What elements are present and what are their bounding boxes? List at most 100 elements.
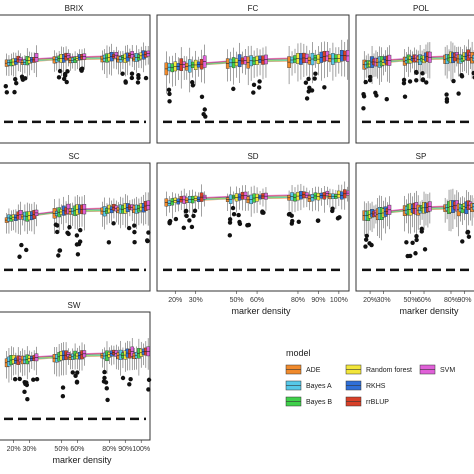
panel-title: FC xyxy=(248,4,259,13)
x-tick-label: 100% xyxy=(330,297,348,304)
x-tick-label: 30% xyxy=(189,297,203,304)
legend-title: model xyxy=(286,348,311,358)
outlier-point xyxy=(307,85,312,90)
outlier-point xyxy=(181,225,187,231)
outlier-point xyxy=(407,79,413,84)
outlier-point xyxy=(303,80,309,85)
outlier-point xyxy=(191,213,196,219)
outlier-point xyxy=(74,379,80,384)
x-tick-label: 60% xyxy=(70,446,84,453)
outlier-point xyxy=(363,79,368,85)
outlier-point xyxy=(120,375,126,381)
outlier-point xyxy=(361,106,366,111)
x-tick-label: 20% xyxy=(7,446,21,453)
legend-item-svm: SVM xyxy=(419,364,455,375)
x-tick-label: 20% xyxy=(168,297,182,304)
outlier-point xyxy=(64,79,69,85)
outlier-point xyxy=(60,385,66,390)
outlier-point xyxy=(410,240,415,245)
x-tick-label: 60% xyxy=(250,297,264,304)
x-tick-label: 90% xyxy=(311,297,325,304)
outlier-point xyxy=(404,240,409,245)
outlier-point xyxy=(199,94,205,99)
outlier-point xyxy=(414,234,419,239)
x-tick-label: 90% xyxy=(118,446,132,453)
outlier-point xyxy=(306,76,311,82)
outlier-point xyxy=(76,241,82,247)
outlier-point xyxy=(309,88,315,93)
x-tick-label: 80% xyxy=(291,297,305,304)
outlier-point xyxy=(260,209,265,214)
outlier-point xyxy=(111,221,116,226)
outlier-point xyxy=(236,212,241,218)
outlier-point xyxy=(56,75,62,80)
panel-brix: BRIX xyxy=(0,4,151,144)
panel-sp: SP 20% 30% 50% 60% 80% 90% marker density xyxy=(355,152,474,316)
outlier-point xyxy=(231,86,236,92)
x-tick-label: 60% xyxy=(417,297,431,304)
outlier-point xyxy=(227,220,233,225)
outlier-point xyxy=(401,77,407,83)
legend-label: RKHS xyxy=(366,383,386,390)
outlier-point xyxy=(127,382,132,387)
outlier-point xyxy=(12,89,17,95)
outlier-point xyxy=(24,247,29,253)
outlier-point xyxy=(424,80,429,85)
legend-item-ade: ADE xyxy=(285,364,321,375)
outlier-point xyxy=(201,111,206,117)
outlier-point xyxy=(459,74,465,79)
outlier-point xyxy=(23,76,28,81)
x-tick-label: 50% xyxy=(404,297,418,304)
legend-item-rkhs: RKHS xyxy=(345,380,386,391)
outlier-point xyxy=(136,73,141,78)
outlier-point xyxy=(471,70,474,76)
outlier-point xyxy=(227,233,233,238)
outlier-point xyxy=(126,225,132,231)
outlier-point xyxy=(444,97,450,102)
outlier-point xyxy=(146,230,151,235)
outlier-point xyxy=(34,377,40,382)
outlier-point xyxy=(67,225,72,230)
outlier-point xyxy=(251,82,257,88)
x-tick-label: 80% xyxy=(102,446,116,453)
x-tick-label: 100% xyxy=(132,446,150,453)
outlier-point xyxy=(231,212,237,217)
legend-item-bayes-b: Bayes B xyxy=(285,396,332,407)
outlier-point xyxy=(189,224,195,230)
outlier-point xyxy=(337,215,342,220)
outlier-point xyxy=(420,71,425,76)
outlier-point xyxy=(330,206,335,211)
outlier-point xyxy=(144,238,150,243)
outlier-point xyxy=(57,248,62,253)
outlier-point xyxy=(306,89,311,94)
outlier-point xyxy=(422,247,428,252)
outlier-point xyxy=(60,394,66,399)
outlier-point xyxy=(128,376,133,382)
outlier-point xyxy=(322,85,327,90)
outlier-point xyxy=(402,94,408,99)
legend-item-bayes-a: Bayes A xyxy=(285,380,332,391)
panel-pol: POL xyxy=(355,4,474,144)
outlier-point xyxy=(132,223,137,228)
legend-item-random-forest: Random forest xyxy=(345,364,412,375)
outlier-point xyxy=(414,78,419,83)
legend-label: Random forest xyxy=(366,367,412,374)
x-axis-label: marker density xyxy=(231,306,291,316)
legend-label: SVM xyxy=(440,367,455,374)
panel-sd: SD 20% 30% 50% 60% 80% 90% 100% marker density xyxy=(156,152,350,316)
legend-item-rrblup: rrBLUP xyxy=(345,396,389,407)
outlier-point xyxy=(104,386,109,391)
x-tick-label: 80% xyxy=(444,297,458,304)
outlier-point xyxy=(256,85,262,90)
outlier-point xyxy=(413,251,418,256)
outlier-point xyxy=(24,380,29,385)
outlier-point xyxy=(312,76,317,81)
outlier-point xyxy=(245,223,250,228)
outlier-point xyxy=(227,217,233,222)
panel-sc: SC xyxy=(0,152,151,292)
outlier-point xyxy=(103,380,109,385)
x-tick-label: 50% xyxy=(54,446,68,453)
outlier-point xyxy=(25,397,30,402)
outlier-point xyxy=(257,79,262,84)
panel-border xyxy=(355,162,474,292)
